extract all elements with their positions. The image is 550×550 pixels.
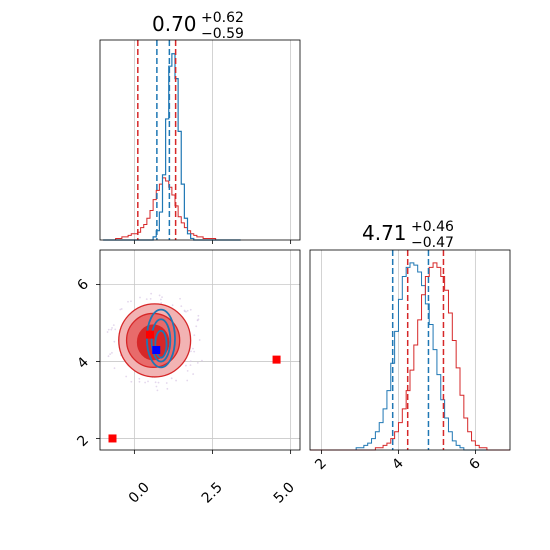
joint-sample-dot xyxy=(107,355,110,358)
joint-blue-contour-2 xyxy=(154,329,168,359)
joint-sample-dot xyxy=(193,334,196,337)
svg-text:4.71: 4.71 xyxy=(362,221,407,245)
joint-2d-density xyxy=(96,249,301,454)
joint-sample-dot xyxy=(130,300,132,303)
joint-sample-dot xyxy=(189,364,192,367)
joint-sample-dot xyxy=(138,380,141,383)
joint-sample-dot xyxy=(186,370,189,372)
joint-sample-dot xyxy=(159,298,162,301)
joint-sample-dot xyxy=(138,377,141,380)
joint-sample-dot xyxy=(192,347,194,350)
joint-sample-dot xyxy=(112,324,115,327)
joint-sample-dot xyxy=(125,375,128,378)
joint-sample-dot xyxy=(165,382,168,384)
joint-sample-dot xyxy=(111,327,113,329)
joint-sample-dot xyxy=(183,310,186,313)
title-param-1: 0.70 +0.62 −0.59 xyxy=(152,10,244,42)
joint-sample-dot xyxy=(119,308,122,311)
hy-blue-histogram xyxy=(310,262,510,451)
joint-blue-contour-1 xyxy=(150,318,172,363)
joint-sample-dot xyxy=(193,350,196,353)
joint-red-marker-0 xyxy=(108,434,117,443)
joint-red-contour-2 xyxy=(136,324,170,361)
joint-sample-dot xyxy=(157,381,160,384)
joint-sample-dot xyxy=(156,389,159,392)
histogram-param-2 xyxy=(309,249,511,454)
joint-sample-dot xyxy=(186,379,189,382)
joint-sample-dot xyxy=(160,302,163,304)
joint-sample-dot xyxy=(147,380,149,383)
joint-sample-dot xyxy=(114,328,117,331)
joint-sample-dot xyxy=(179,297,181,300)
joint-sample-dot xyxy=(161,296,163,299)
joint-sample-dot xyxy=(195,325,198,328)
joint-red-marker-1 xyxy=(272,355,281,364)
joint-sample-dot xyxy=(149,297,152,300)
joint-sample-dot xyxy=(196,319,199,322)
joint-sample-dot xyxy=(201,359,203,362)
hy-frame xyxy=(309,249,511,451)
svg-text:+0.46: +0.46 xyxy=(411,219,454,235)
joint-sample-dot xyxy=(190,350,192,353)
joint-sample-dot xyxy=(139,296,141,299)
hx-frame xyxy=(99,39,301,241)
joint-sample-dot xyxy=(130,380,133,383)
joint-sample-dot xyxy=(186,309,189,312)
joint-blue-marker-0 xyxy=(152,346,161,354)
svg-text:+0.62: +0.62 xyxy=(201,10,244,26)
joint-sample-dot xyxy=(175,379,177,382)
joint-sample-dot xyxy=(127,300,129,303)
joint-sample-dot xyxy=(144,381,147,384)
joint-frame xyxy=(99,249,301,451)
joint-sample-dot xyxy=(113,367,116,370)
title-param-2: 4.71 +0.46 −0.47 xyxy=(362,219,454,251)
joint-sample-dot xyxy=(106,331,109,333)
joint-sample-dot xyxy=(170,377,173,380)
joint-sample-dot xyxy=(120,308,123,310)
joint-sample-dot xyxy=(171,304,174,307)
joint-sample-dot xyxy=(189,308,192,311)
joint-sample-dot xyxy=(189,360,192,363)
joint-sample-dot xyxy=(185,364,187,367)
joint-sample-dot xyxy=(180,305,183,308)
histogram-param-1 xyxy=(99,39,301,244)
joint-sample-dot xyxy=(107,328,110,331)
joint-sample-dot xyxy=(109,353,112,356)
joint-sample-dot xyxy=(150,292,153,295)
svg-text:−0.59: −0.59 xyxy=(201,26,244,42)
joint-red-marker-2 xyxy=(146,330,154,339)
hx-red-histogram xyxy=(103,177,241,241)
joint-sample-dot xyxy=(111,351,113,354)
joint-sample-dot xyxy=(113,340,116,343)
joint-sample-dot xyxy=(198,339,201,341)
joint-sample-dot xyxy=(145,298,148,301)
joint-sample-dot xyxy=(166,387,169,390)
joint-sample-dot xyxy=(155,385,158,388)
svg-text:−0.47: −0.47 xyxy=(411,235,454,251)
joint-sample-dot xyxy=(197,314,200,317)
joint-sample-dot xyxy=(110,328,113,331)
joint-sample-dot xyxy=(154,381,157,384)
joint-sample-dot xyxy=(158,294,161,297)
svg-text:0.70: 0.70 xyxy=(152,12,197,36)
joint-sample-dot xyxy=(192,373,195,375)
joint-sample-dot xyxy=(196,361,199,364)
